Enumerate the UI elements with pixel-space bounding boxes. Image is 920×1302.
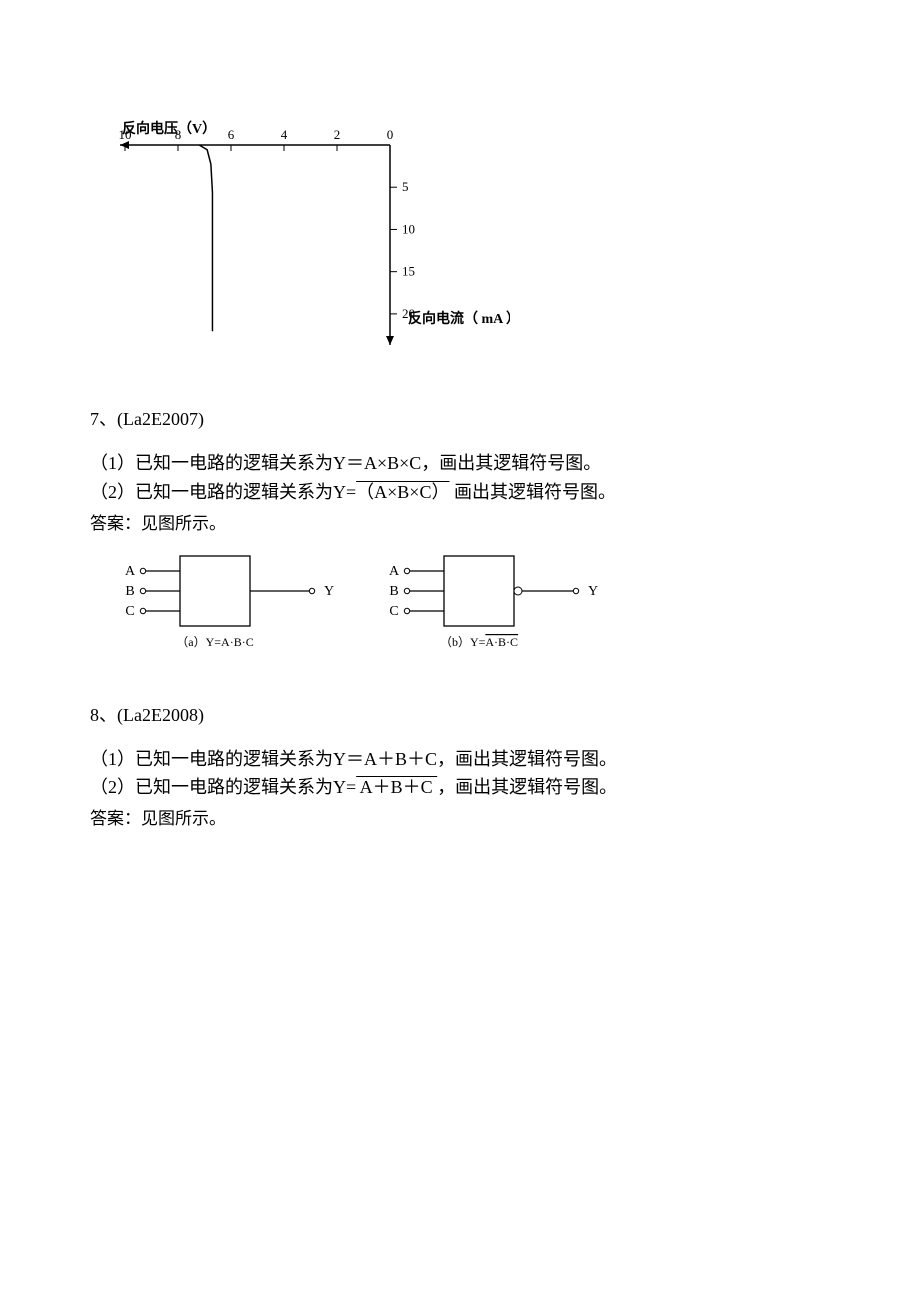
svg-text:10: 10 xyxy=(119,127,132,142)
svg-text:A: A xyxy=(125,564,136,579)
svg-text:C: C xyxy=(389,604,398,619)
svg-text:（a）Y=A·B·C: （a）Y=A·B·C xyxy=(176,635,253,649)
svg-text:Y: Y xyxy=(588,584,598,599)
q7-heading: 7、(La2E2007) xyxy=(90,405,830,431)
q8-line1: （1）已知一电路的逻辑关系为Y＝A＋B＋C，画出其逻辑符号图。 xyxy=(90,745,830,774)
svg-text:5: 5 xyxy=(402,179,409,194)
reverse-bias-chart: 反向电压（V）10864205101520反向电流（ mA ） xyxy=(90,100,830,365)
svg-text:A: A xyxy=(389,564,400,579)
svg-text:B: B xyxy=(125,584,134,599)
svg-text:6: 6 xyxy=(228,127,235,142)
q7-line2-post: 画出其逻辑符号图。 xyxy=(449,482,616,502)
svg-text:0: 0 xyxy=(387,127,394,142)
q7-line1: （1）已知一电路的逻辑关系为Y＝A×B×C，画出其逻辑符号图。 xyxy=(90,449,830,478)
svg-text:Y: Y xyxy=(324,584,334,599)
q7-line2-pre: （2）已知一电路的逻辑关系为Y= xyxy=(90,482,356,502)
q8-line2-post: ，画出其逻辑符号图。 xyxy=(437,777,617,797)
logic-and-gate-svg: ABC Y （a）Y=A·B·C xyxy=(110,546,370,666)
q8-heading: 8、(La2E2008) xyxy=(90,701,830,727)
document-page: 反向电压（V）10864205101520反向电流（ mA ） 7、(La2E2… xyxy=(0,0,920,1302)
q8-line2-over: A＋B＋C xyxy=(356,777,437,797)
q8-line2-pre: （2）已知一电路的逻辑关系为Y= xyxy=(90,777,356,797)
logic-diagrams-q7: ABCY（a）Y=A·B·C ABCY（b）Y=A·B·C xyxy=(110,546,830,671)
svg-text:2: 2 xyxy=(334,127,341,142)
q7-line2: （2）已知一电路的逻辑关系为Y=（A×B×C） 画出其逻辑符号图。 xyxy=(90,478,830,507)
svg-text:C: C xyxy=(125,604,134,619)
q7-line2-over: （A×B×C） xyxy=(356,482,449,502)
svg-text:（b）Y=A·B·C: （b）Y=A·B·C xyxy=(440,635,518,649)
q8-body: （1）已知一电路的逻辑关系为Y＝A＋B＋C，画出其逻辑符号图。 （2）已知一电路… xyxy=(90,745,830,803)
svg-text:10: 10 xyxy=(402,221,415,236)
svg-text:反向电压（V）: 反向电压（V） xyxy=(122,120,216,137)
svg-text:8: 8 xyxy=(175,127,182,142)
logic-nand-gate-svg: ABC Y （b）Y=A·B·C xyxy=(374,546,634,666)
reverse-bias-chart-svg: 反向电压（V）10864205101520反向电流（ mA ） xyxy=(90,100,510,360)
q8-line2: （2）已知一电路的逻辑关系为Y= A＋B＋C ，画出其逻辑符号图。 xyxy=(90,773,830,802)
q7-answer: 答案：见图所示。 xyxy=(90,509,830,534)
svg-text:B: B xyxy=(389,584,398,599)
q8-answer: 答案：见图所示。 xyxy=(90,804,830,829)
svg-text:反向电流（ mA ）: 反向电流（ mA ） xyxy=(408,310,510,327)
svg-text:4: 4 xyxy=(281,127,288,142)
q7-body: （1）已知一电路的逻辑关系为Y＝A×B×C，画出其逻辑符号图。 （2）已知一电路… xyxy=(90,449,830,507)
svg-text:15: 15 xyxy=(402,264,415,279)
